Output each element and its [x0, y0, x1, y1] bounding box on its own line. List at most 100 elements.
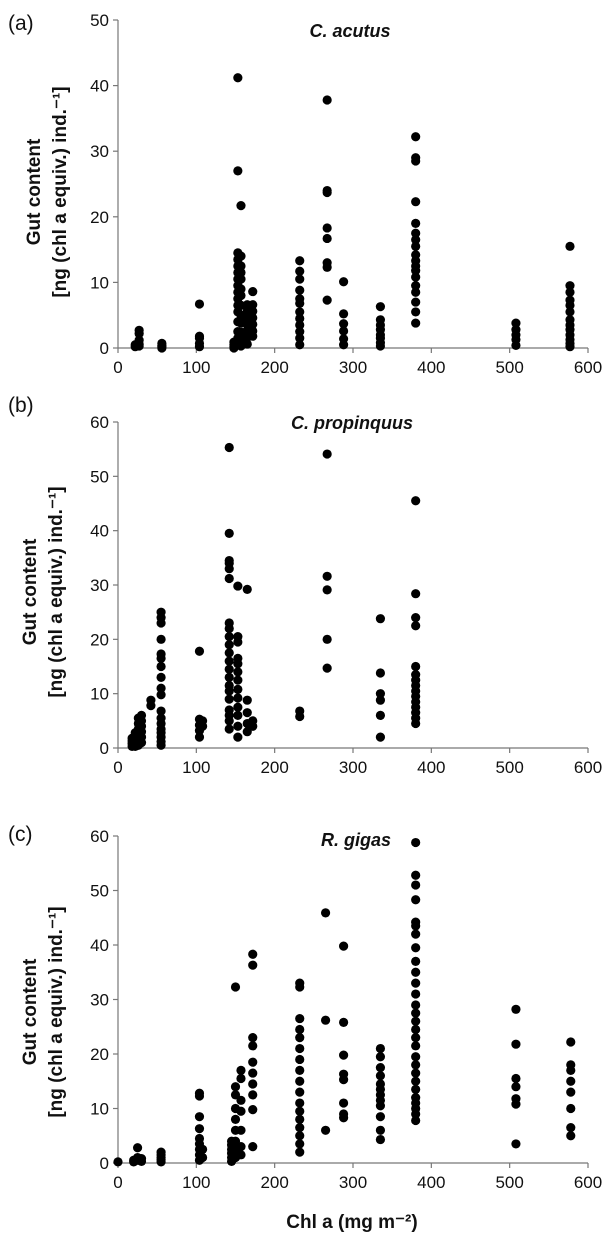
data-point	[248, 1090, 258, 1100]
data-point	[339, 1050, 349, 1060]
x-tick-label: 200	[260, 1173, 288, 1192]
data-point	[411, 943, 421, 953]
y-axis-label-line2: [ng (chl a equiv.) ind.⁻¹]	[46, 486, 67, 697]
data-point	[411, 929, 421, 939]
data-point	[194, 1112, 205, 1122]
data-point	[411, 132, 421, 142]
data-point	[375, 1134, 386, 1145]
data-point	[322, 571, 332, 581]
data-point	[295, 1024, 305, 1035]
data-point	[242, 584, 252, 594]
data-point	[566, 1131, 576, 1141]
data-point	[322, 223, 332, 233]
data-point	[224, 648, 234, 658]
data-point	[511, 1004, 521, 1014]
y-tick-label: 30	[90, 991, 109, 1010]
data-point	[248, 313, 258, 323]
y-tick-label: 20	[90, 630, 109, 649]
y-tick-label: 10	[90, 1100, 109, 1119]
y-axis-label-line1: Gut content	[24, 138, 45, 245]
data-point	[411, 837, 421, 848]
y-axis-label: Gut content [ng (chl a equiv.) ind.⁻¹]	[20, 906, 67, 1117]
data-point	[236, 201, 246, 211]
data-point	[322, 95, 332, 105]
x-tick-label: 0	[113, 358, 122, 377]
data-point	[295, 1106, 305, 1116]
panel-label: (c)	[8, 823, 33, 846]
data-point	[320, 1125, 331, 1135]
y-axis-label-line1: Gut content	[20, 538, 41, 645]
data-point	[411, 197, 421, 207]
data-point	[134, 325, 144, 335]
data-point	[339, 277, 349, 287]
x-tick-label: 200	[260, 358, 288, 377]
data-points	[127, 442, 421, 751]
data-point	[295, 1098, 305, 1108]
data-point	[411, 297, 421, 307]
data-point	[236, 290, 246, 301]
data-point	[236, 1106, 246, 1116]
data-point	[157, 338, 167, 349]
data-point	[411, 1093, 421, 1103]
axes: 0 100 200 300 400 500 600 0 10 20 30 40 50	[90, 11, 602, 377]
data-point	[375, 1125, 386, 1135]
data-point	[375, 695, 386, 705]
data-point	[198, 716, 208, 726]
x-tick-label: 500	[495, 758, 523, 777]
data-point	[411, 1068, 421, 1078]
data-point	[146, 695, 156, 705]
data-point	[248, 300, 258, 310]
x-tick-label: 100	[182, 758, 210, 777]
data-point	[295, 706, 305, 716]
data-point	[322, 585, 332, 595]
data-point	[339, 334, 349, 344]
y-tick-label: 20	[90, 1045, 109, 1064]
data-point	[224, 618, 234, 628]
y-tick-label: 60	[90, 413, 109, 432]
y-tick-label: 30	[90, 576, 109, 595]
data-point	[248, 949, 258, 959]
data-point	[295, 1114, 305, 1124]
data-point	[295, 1139, 305, 1149]
data-point	[411, 1076, 421, 1086]
data-point	[411, 228, 421, 238]
data-point	[411, 218, 421, 228]
y-tick-label: 20	[90, 208, 109, 227]
data-point	[248, 1079, 258, 1089]
data-point	[230, 982, 241, 992]
y-axis-label-line1: Gut content	[20, 958, 41, 1065]
data-point	[224, 680, 234, 691]
data-point	[295, 1131, 305, 1141]
data-point	[411, 978, 421, 988]
y-axis-label-line2: [ng (chl a equiv.) ind.⁻¹]	[50, 86, 71, 297]
data-point	[320, 1015, 331, 1025]
chart-title: C. propinquus	[291, 413, 413, 433]
data-point	[248, 319, 258, 329]
data-point	[411, 880, 421, 890]
data-point	[156, 634, 166, 644]
data-point	[236, 1095, 246, 1105]
data-point	[295, 274, 305, 284]
data-point	[511, 325, 521, 335]
data-point	[411, 670, 421, 680]
data-point	[224, 724, 234, 734]
data-point	[566, 1103, 576, 1114]
data-point	[233, 675, 243, 685]
data-point	[132, 1143, 143, 1153]
data-point	[233, 693, 243, 703]
panel-label: (b)	[8, 394, 34, 417]
data-point	[339, 1098, 349, 1108]
y-tick-label: 60	[90, 827, 109, 846]
data-point	[375, 668, 386, 678]
data-point	[194, 1088, 205, 1098]
data-point	[411, 272, 421, 282]
data-point	[295, 266, 305, 276]
y-tick-label: 50	[90, 11, 109, 30]
data-point	[375, 1071, 386, 1081]
data-point	[248, 1041, 258, 1051]
data-point	[194, 732, 205, 742]
data-point	[156, 706, 166, 716]
y-tick-label: 40	[90, 522, 109, 541]
data-point	[511, 1082, 521, 1092]
